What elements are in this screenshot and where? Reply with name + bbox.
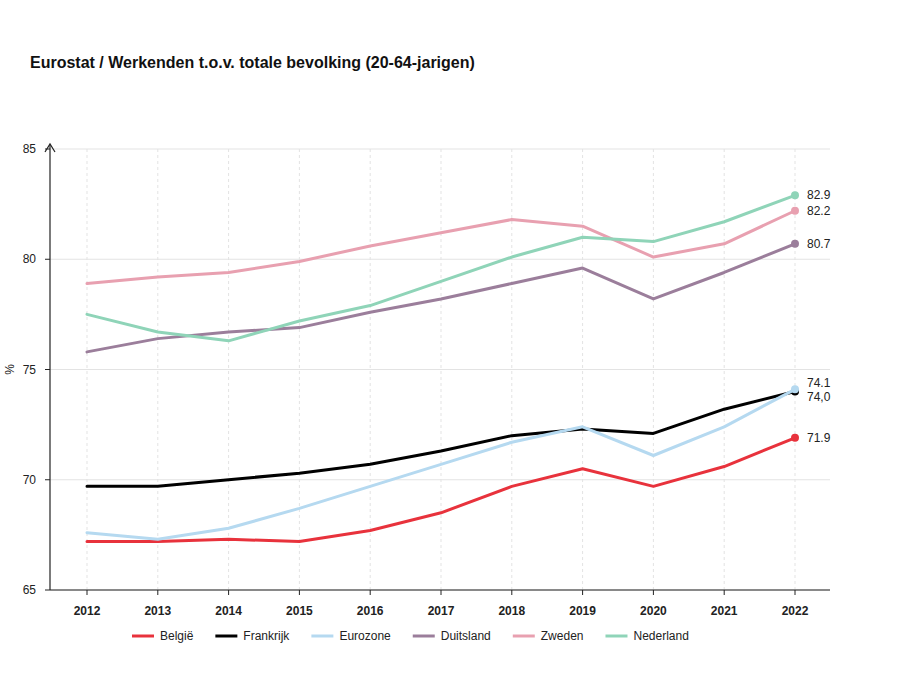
- tick-mark-x: [87, 590, 88, 595]
- chart: Eurostat / Werkenden t.o.v. totale bevol…: [0, 0, 908, 677]
- series-line: [87, 392, 795, 487]
- title: Eurostat / Werkenden t.o.v. totale bevol…: [30, 54, 475, 71]
- grid-line-x: [370, 149, 371, 590]
- series-line: [87, 389, 795, 539]
- grid-line-x: [157, 149, 158, 590]
- tick-label: 80: [23, 252, 37, 266]
- x-tick-label: 2022: [782, 604, 809, 618]
- grid-line-x: [87, 149, 88, 590]
- grid-line-x: [299, 149, 300, 590]
- tick-label: 85: [23, 142, 37, 156]
- x-axis: [50, 589, 830, 590]
- end-marker: [791, 240, 799, 248]
- legend-swatch: [132, 635, 154, 638]
- end-marker: [791, 207, 799, 215]
- legend-swatch: [215, 635, 237, 638]
- tick-label: 75: [23, 363, 37, 377]
- series-line: [87, 211, 795, 284]
- y-axis-label: %: [3, 364, 17, 375]
- legend-swatch: [413, 635, 435, 638]
- legend-label: Duitsland: [441, 629, 491, 643]
- grid-line-x: [724, 149, 725, 590]
- tick-mark-x: [370, 590, 371, 595]
- grid-line-x: [582, 149, 583, 590]
- x-tick-label: 2015: [286, 604, 313, 618]
- legend-swatch: [513, 635, 535, 638]
- tick-label: 65: [23, 583, 37, 597]
- labels-group: 82.9 82.2 80.7 74.174,0 71.9: [807, 188, 831, 445]
- legend-label: Eurozone: [339, 629, 391, 643]
- data-label: 71.9: [807, 431, 831, 445]
- data-label: 80.7: [807, 237, 831, 251]
- grid-line: [50, 479, 830, 480]
- data-label: 82.9: [807, 188, 831, 202]
- data-label: 74,0: [807, 390, 831, 404]
- grid-line: [50, 590, 830, 591]
- legend-label: België: [160, 629, 194, 643]
- legend-swatch: [605, 635, 627, 638]
- data-label: 74.1: [807, 376, 831, 390]
- legend: België Frankrijk Eurozone Duitsland Zweden Ne…: [132, 629, 689, 643]
- end-marker: [791, 434, 799, 442]
- x-tick-label: 2017: [428, 604, 455, 618]
- grid-line-x: [795, 149, 796, 590]
- x-tick-label: 2019: [569, 604, 596, 618]
- x-tick-label: 2021: [711, 604, 738, 618]
- y-axis-arrow: [45, 144, 55, 152]
- x-tick-label: 2020: [640, 604, 667, 618]
- grid-line: [50, 369, 830, 370]
- tick-mark: [45, 479, 50, 480]
- series-group: [87, 191, 799, 541]
- legend-swatch: [311, 635, 333, 638]
- grid-line-x: [228, 149, 229, 590]
- tick-mark-x: [228, 590, 229, 595]
- data-label: 82.2: [807, 204, 831, 218]
- legend-label: Frankrijk: [243, 629, 290, 643]
- tick-mark: [45, 369, 50, 370]
- y-axis: [49, 145, 50, 590]
- grid-line: [50, 259, 830, 260]
- series-line: [87, 195, 795, 341]
- tick-mark-x: [582, 590, 583, 595]
- tick-mark-x: [441, 590, 442, 595]
- x-tick-label: 2016: [357, 604, 384, 618]
- end-marker: [791, 191, 799, 199]
- grid: [50, 149, 830, 590]
- tick-mark: [45, 590, 50, 591]
- x-tick-label: 2013: [144, 604, 171, 618]
- tick-mark-x: [299, 590, 300, 595]
- grid-line-x: [511, 149, 512, 590]
- tick-mark-x: [724, 590, 725, 595]
- x-tick-label: 2012: [74, 604, 101, 618]
- series-line: [87, 438, 795, 542]
- x-tick-label: 2018: [498, 604, 525, 618]
- tick-mark-x: [511, 590, 512, 595]
- tick-mark: [45, 259, 50, 260]
- tick-mark-x: [653, 590, 654, 595]
- x-tick-label: 2014: [215, 604, 242, 618]
- tick-mark-x: [795, 590, 796, 595]
- grid-line: [50, 149, 830, 150]
- tick-label: 70: [23, 473, 37, 487]
- grid-line-x: [653, 149, 654, 590]
- end-marker: [791, 385, 799, 393]
- legend-label: Nederland: [633, 629, 688, 643]
- grid-line-x: [441, 149, 442, 590]
- legend-label: Zweden: [541, 629, 584, 643]
- tick-mark-x: [157, 590, 158, 595]
